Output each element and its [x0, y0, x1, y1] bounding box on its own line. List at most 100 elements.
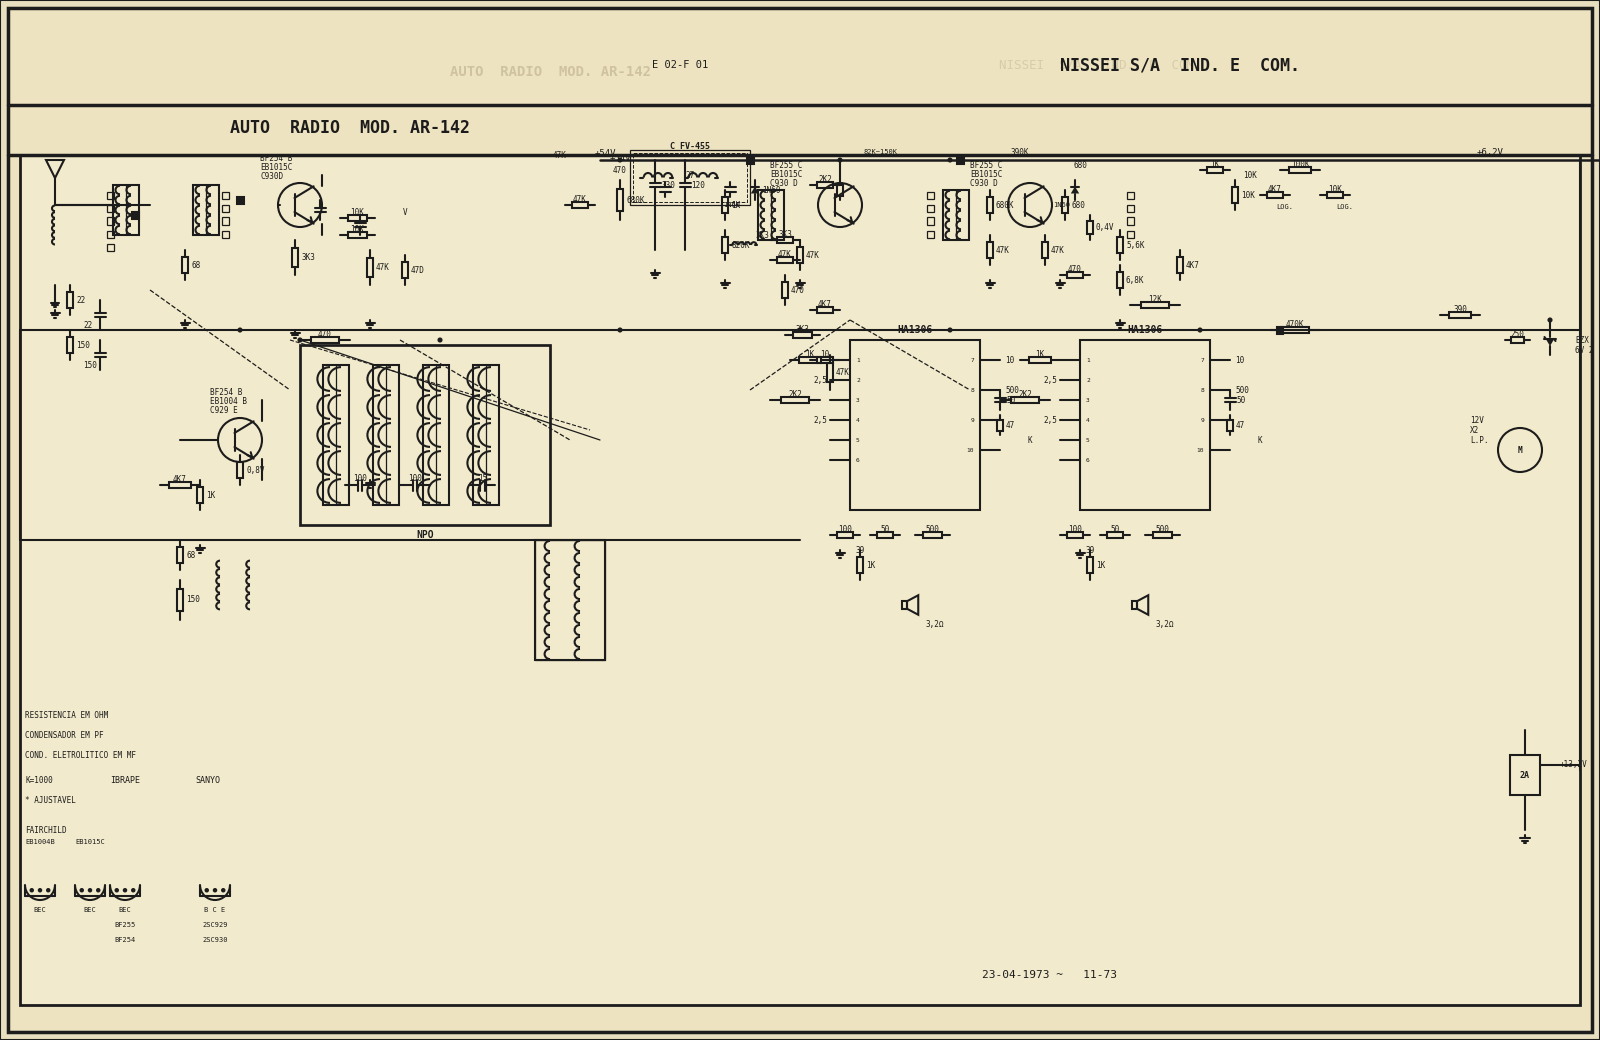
Text: 47K: 47K: [778, 251, 792, 259]
Bar: [21, 155, 1581, 1005]
Bar: [571, 202, 589, 208]
Text: 9: 9: [970, 417, 974, 422]
Text: 1K: 1K: [1096, 561, 1106, 570]
Text: 2SC929: 2SC929: [202, 922, 227, 928]
Bar: [827, 363, 834, 382]
Bar: [850, 340, 979, 510]
Text: 47D: 47D: [411, 265, 426, 275]
Bar: [1282, 328, 1309, 333]
Bar: [293, 248, 298, 267]
Text: 22: 22: [83, 320, 93, 330]
Text: 3,2Ω: 3,2Ω: [926, 621, 944, 629]
Text: 3K3: 3K3: [755, 231, 770, 239]
Text: FAIRCHILD: FAIRCHILD: [26, 826, 67, 835]
Text: * AJUSTAVEL: * AJUSTAVEL: [26, 796, 75, 805]
Text: 100: 100: [408, 474, 422, 483]
Bar: [1450, 312, 1470, 318]
Text: 3: 3: [1086, 397, 1090, 402]
Bar: [794, 332, 813, 338]
Circle shape: [1549, 318, 1552, 321]
Text: 500: 500: [1155, 525, 1170, 535]
Text: +54V: +54V: [594, 149, 616, 157]
Text: 10K: 10K: [350, 208, 365, 217]
Bar: [197, 487, 203, 503]
Bar: [776, 257, 794, 263]
Text: 470: 470: [790, 286, 805, 294]
Bar: [347, 215, 366, 220]
Bar: [926, 217, 933, 225]
Text: 15: 15: [478, 474, 486, 483]
Text: 27: 27: [685, 171, 694, 180]
Text: 10: 10: [1235, 356, 1245, 364]
Text: 47K: 47K: [806, 251, 819, 260]
Bar: [1126, 205, 1133, 211]
Text: 1N60: 1N60: [723, 202, 741, 208]
Circle shape: [619, 329, 621, 332]
Text: C929 E: C929 E: [210, 406, 238, 415]
Bar: [1326, 192, 1344, 198]
Circle shape: [80, 889, 83, 891]
Text: 12V: 12V: [1470, 416, 1483, 424]
Bar: [1088, 220, 1093, 234]
Text: 7: 7: [970, 358, 974, 363]
Bar: [178, 589, 182, 612]
Text: 47K: 47K: [995, 245, 1010, 255]
Bar: [1178, 257, 1182, 274]
Bar: [997, 419, 1003, 431]
Circle shape: [90, 889, 91, 891]
Bar: [926, 231, 933, 237]
Circle shape: [798, 329, 802, 332]
Text: 500: 500: [1005, 386, 1019, 394]
Bar: [902, 601, 907, 608]
Text: 47K: 47K: [554, 151, 566, 159]
Circle shape: [98, 889, 99, 891]
Text: 150: 150: [186, 596, 200, 604]
Bar: [1200, 540, 1450, 840]
Bar: [1290, 167, 1310, 173]
Circle shape: [299, 338, 301, 341]
Text: 2A: 2A: [1520, 771, 1530, 780]
Text: 680: 680: [1074, 160, 1086, 170]
Text: 1K: 1K: [206, 491, 216, 499]
Text: 6V 2: 6V 2: [1574, 345, 1594, 355]
Text: 6: 6: [1086, 458, 1090, 463]
Text: 1K: 1K: [1210, 160, 1219, 170]
Text: 390K: 390K: [1011, 148, 1029, 156]
Bar: [221, 231, 229, 237]
Text: AUTO  RADIO  MOD. AR-142: AUTO RADIO MOD. AR-142: [230, 119, 470, 137]
Text: 10K: 10K: [1328, 185, 1342, 194]
Text: 47K: 47K: [1051, 245, 1066, 255]
Bar: [1080, 340, 1210, 510]
Circle shape: [438, 338, 442, 341]
Bar: [1510, 337, 1525, 343]
Circle shape: [214, 889, 216, 891]
Bar: [107, 191, 114, 199]
Text: 39: 39: [856, 546, 864, 554]
Text: 680: 680: [1070, 201, 1085, 209]
Bar: [301, 345, 550, 525]
Text: C930 D: C930 D: [970, 179, 998, 187]
Text: 10: 10: [821, 350, 830, 359]
Text: 23-04-1973 ~   11-73: 23-04-1973 ~ 11-73: [982, 970, 1117, 980]
Bar: [957, 156, 963, 163]
Text: 100: 100: [1069, 525, 1082, 535]
Circle shape: [949, 329, 952, 332]
Text: 7: 7: [1200, 358, 1205, 363]
Text: 2SC930: 2SC930: [202, 937, 227, 943]
Polygon shape: [750, 186, 760, 193]
Text: 250: 250: [1510, 331, 1525, 339]
Bar: [722, 237, 728, 254]
Text: 3K3: 3K3: [795, 326, 810, 334]
Text: 4: 4: [1086, 417, 1090, 422]
Text: 4K7: 4K7: [818, 301, 832, 309]
Circle shape: [123, 889, 126, 891]
Text: RESISTENCIA EM OHM: RESISTENCIA EM OHM: [26, 711, 109, 720]
Circle shape: [30, 889, 34, 891]
Text: EB1004 B: EB1004 B: [210, 396, 246, 406]
Text: 330: 330: [661, 181, 675, 189]
Text: L.P.: L.P.: [1470, 436, 1488, 444]
Circle shape: [205, 889, 208, 891]
Text: 9: 9: [1200, 417, 1205, 422]
Text: 3K3: 3K3: [301, 253, 315, 262]
Bar: [797, 246, 803, 263]
